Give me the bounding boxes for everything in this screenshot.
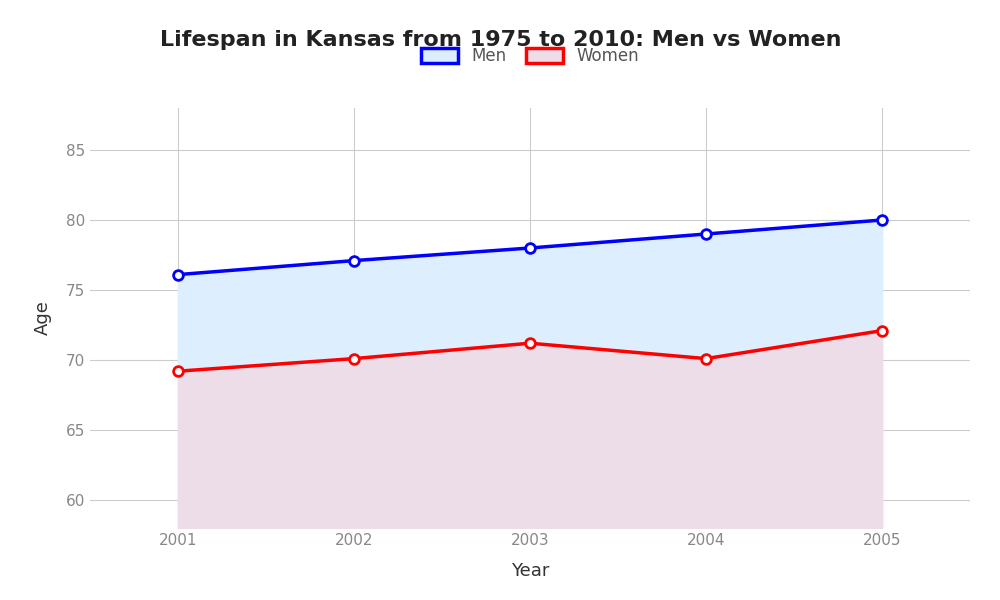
Y-axis label: Age: Age: [34, 301, 52, 335]
X-axis label: Year: Year: [511, 562, 549, 580]
Legend: Men, Women: Men, Women: [414, 41, 646, 72]
Text: Lifespan in Kansas from 1975 to 2010: Men vs Women: Lifespan in Kansas from 1975 to 2010: Me…: [160, 29, 842, 49]
